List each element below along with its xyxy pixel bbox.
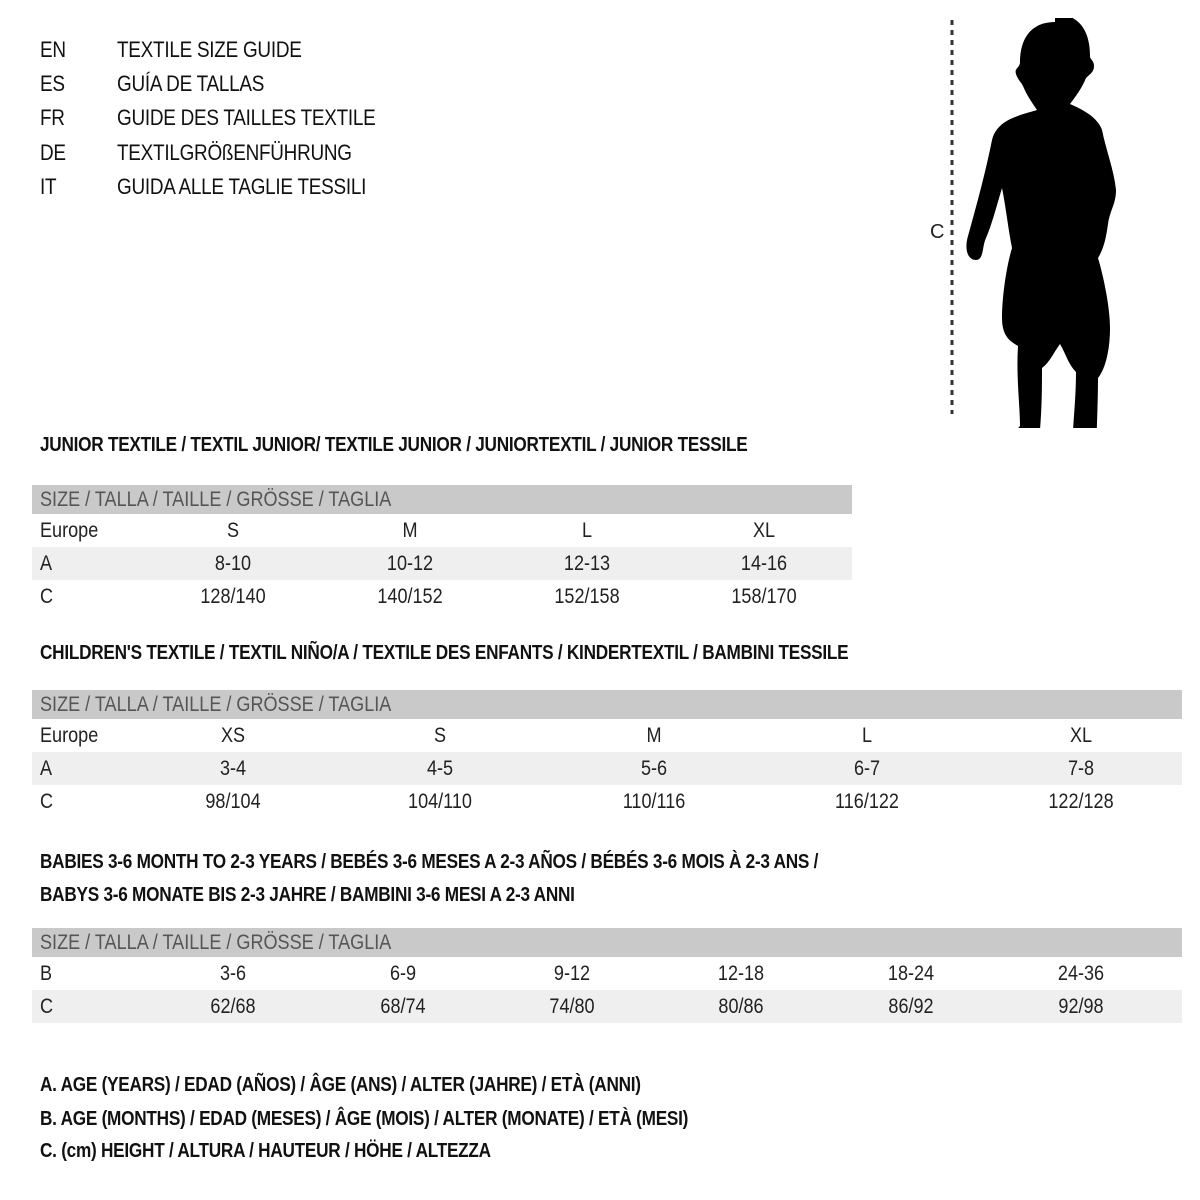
table-cell: 92/98 (1058, 994, 1104, 1018)
table-cell: 6-7 (853, 756, 881, 780)
table-row: Europe XS S M L XL (32, 719, 1182, 752)
table-header-row: SIZE / TALLA / TAILLE / GRÖSSE / TAGLIA (32, 485, 852, 514)
row-label: B (40, 961, 53, 985)
table-cell: M (646, 723, 662, 747)
table-cell: 110/116 (622, 789, 686, 813)
row-label: C (40, 789, 54, 813)
table-cell: L (861, 723, 873, 747)
table-cell: 80/86 (718, 994, 764, 1018)
row-label: C (40, 584, 54, 608)
language-code: ES (40, 71, 65, 96)
table-cell: 12-13 (563, 551, 611, 575)
table-cell: 140/152 (377, 584, 443, 608)
table-header-row: SIZE / TALLA / TAILLE / GRÖSSE / TAGLIA (32, 690, 1182, 719)
language-code: EN (40, 37, 66, 62)
figure-label: C (930, 221, 944, 243)
table-row: C 128/140 140/152 152/158 158/170 (32, 580, 852, 613)
legend-item: A. AGE (YEARS) / EDAD (AÑOS) / ÂGE (ANS)… (40, 1074, 641, 1096)
language-title: GUÍA DE TALLAS (117, 71, 265, 96)
language-title: TEXTILGRÖßENFÜHRUNG (117, 140, 352, 165)
child-silhouette-icon: C (930, 14, 1116, 473)
table-cell: 14-16 (740, 551, 788, 575)
table-cell: 68/74 (380, 994, 426, 1018)
table-cell: 86/92 (888, 994, 934, 1018)
size-header-label: SIZE / TALLA / TAILLE / GRÖSSE / TAGLIA (40, 692, 392, 716)
size-header-label: SIZE / TALLA / TAILLE / GRÖSSE / TAGLIA (40, 487, 392, 511)
table-cell: 122/128 (1048, 789, 1114, 813)
table-cell: 18-24 (887, 961, 935, 985)
row-label: A (40, 551, 53, 575)
table-row: Europe S M L XL (32, 514, 852, 547)
table-cell: 74/80 (549, 994, 595, 1018)
table-cell: S (433, 723, 447, 747)
table-cell: 5-6 (640, 756, 668, 780)
table-cell: 152/158 (554, 584, 620, 608)
table-cell: XL (1069, 723, 1093, 747)
table-row: C 98/104 104/110 110/116 116/122 122/128 (32, 785, 1182, 818)
section-title: CHILDREN'S TEXTILE / TEXTIL NIÑO/A / TEX… (40, 642, 849, 664)
language-code: DE (40, 140, 66, 165)
table-row: B 3-6 6-9 9-12 12-18 18-24 24-36 (32, 957, 1182, 990)
table-cell: 98/104 (205, 789, 261, 813)
legend-item: B. AGE (MONTHS) / EDAD (MESES) / ÂGE (MO… (40, 1108, 689, 1130)
language-title: TEXTILE SIZE GUIDE (117, 37, 302, 62)
section-title: BABIES 3-6 MONTH TO 2-3 YEARS / BEBÉS 3-… (40, 851, 819, 873)
table-cell: 104/110 (408, 789, 472, 813)
table-cell: 12-18 (717, 961, 765, 985)
table-cell: 4-5 (426, 756, 454, 780)
language-code: IT (40, 174, 57, 199)
table-cell: 24-36 (1057, 961, 1105, 985)
table-cell: 62/68 (210, 994, 256, 1018)
table-cell: S (226, 518, 240, 542)
table-cell: 128/140 (200, 584, 266, 608)
table-cell: 116/122 (835, 789, 899, 813)
table-cell: XL (752, 518, 776, 542)
table-cell: 9-12 (553, 961, 591, 985)
legend-item: C. (cm) HEIGHT / ALTURA / HAUTEUR / HÖHE… (40, 1140, 491, 1162)
row-label: Europe (40, 723, 99, 747)
table-cell: 7-8 (1067, 756, 1095, 780)
table-row: C 62/68 68/74 74/80 80/86 86/92 92/98 (32, 990, 1182, 1023)
section-title: JUNIOR TEXTILE / TEXTIL JUNIOR/ TEXTILE … (40, 434, 748, 456)
table-cell: 6-9 (389, 961, 417, 985)
table-cell: 10-12 (386, 551, 434, 575)
row-label: C (40, 994, 54, 1018)
language-code: FR (40, 105, 65, 130)
table-cell: 8-10 (214, 551, 252, 575)
section-title: BABYS 3-6 MONATE BIS 2-3 JAHRE / BAMBINI… (40, 884, 575, 906)
table-cell: M (402, 518, 418, 542)
table-row: A 8-10 10-12 12-13 14-16 (32, 547, 852, 580)
table-cell: L (581, 518, 593, 542)
table-header-row: SIZE / TALLA / TAILLE / GRÖSSE / TAGLIA (32, 928, 1182, 957)
language-title: GUIDE DES TAILLES TEXTILE (117, 105, 376, 130)
child-silhouette-figure: C (930, 14, 1150, 473)
table-cell: 3-4 (219, 756, 247, 780)
language-title: GUIDA ALLE TAGLIE TESSILI (117, 174, 367, 199)
size-header-label: SIZE / TALLA / TAILLE / GRÖSSE / TAGLIA (40, 930, 392, 954)
row-label: A (40, 756, 53, 780)
table-row: A 3-4 4-5 5-6 6-7 7-8 (32, 752, 1182, 785)
table-cell: 3-6 (219, 961, 247, 985)
table-cell: XS (220, 723, 246, 747)
row-label: Europe (40, 518, 99, 542)
table-cell: 158/170 (731, 584, 797, 608)
